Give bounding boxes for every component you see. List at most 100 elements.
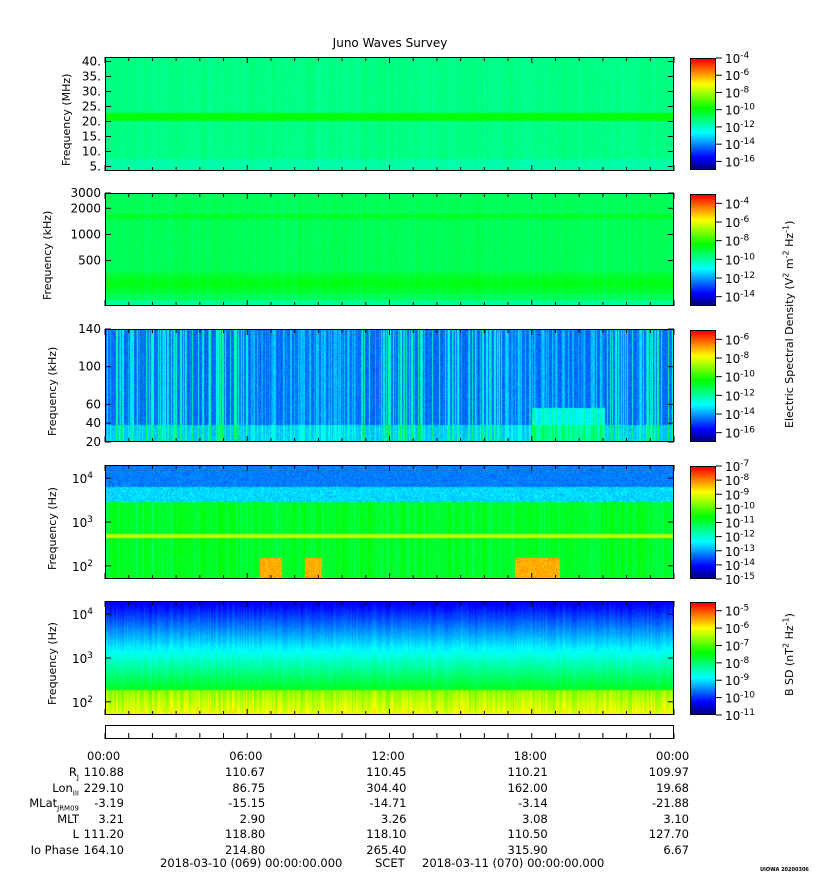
colorbar-tick-label: 10-9 [725, 673, 750, 688]
ephemeris-value: 164.10 [83, 842, 124, 857]
colorbar-tick-label: 10-10 [725, 252, 755, 267]
y-tick-label: 25. [82, 100, 101, 114]
ephemeris-value: 229.10 [83, 780, 124, 795]
ephemeris-label: LonIII [52, 780, 79, 797]
ephemeris-label: MLT [57, 811, 79, 826]
ephemeris-value: -14.71 [369, 796, 407, 810]
colorbar-tick-label: 10-9 [725, 487, 750, 502]
colorbar-tick-label: 10-10 [725, 691, 755, 706]
y-tick-label: 104 [72, 607, 93, 622]
colorbar-tick-label: 10-14 [725, 407, 755, 422]
colorbar-label-bsd: B SD (nT2 Hz-1) [781, 613, 796, 696]
credit: UIOWA 20200306 [760, 867, 809, 873]
heatmap-panel-3 [105, 329, 674, 442]
y-tick-label: 20 [86, 435, 101, 449]
ephemeris-value: 110.50 [507, 827, 548, 841]
time-label: 00:00 [87, 749, 121, 763]
footer-start: 2018-03-10 (069) 00:00:00.000 [160, 856, 343, 870]
colorbar-tick-label: 10-6 [725, 332, 750, 347]
colorbar-tick-label: 10-10 [725, 501, 755, 516]
ephemeris-value: 118.80 [225, 827, 266, 841]
ephemeris-value: 162.00 [507, 780, 548, 795]
ephemeris-value: 304.40 [366, 780, 407, 795]
colorbar-gradient [691, 331, 715, 441]
footer-scet: SCET [375, 856, 405, 870]
colorbar-tick-label: 10-12 [725, 530, 755, 545]
colorbar-tick-label: 10-8 [725, 85, 750, 100]
y-tick-label: 15. [82, 130, 101, 144]
colorbar-tick-label: 10-6 [725, 68, 750, 83]
y-tick-label: 10. [82, 145, 101, 159]
colorbar-3 [690, 330, 716, 442]
y-tick-label: 104 [72, 471, 93, 486]
colorbar-label-bsd-text: B SD (nT2 Hz-1) [781, 613, 796, 696]
ephemeris-value: 127.70 [648, 827, 689, 841]
ephemeris-label: RJ [68, 765, 79, 782]
colorbar-tick-label: 10-14 [725, 137, 755, 152]
colorbar-tick-label: 10-11 [725, 708, 755, 723]
ephemeris-value: 3.26 [380, 811, 407, 826]
colorbar-tick-label: 10-14 [725, 558, 755, 573]
time-label: 06:00 [229, 749, 263, 763]
colorbar-tick-label: 10-8 [725, 234, 750, 249]
colorbar-tick-label: 10-6 [725, 215, 750, 230]
ephemeris-label: L [72, 827, 79, 841]
ephemeris-value: 86.75 [232, 780, 266, 795]
colorbar-2 [690, 194, 716, 306]
colorbar-tick-label: 10-12 [725, 271, 755, 286]
footer-end: 2018-03-11 (070) 00:00:00.000 [422, 856, 605, 870]
colorbar-gradient [691, 59, 715, 169]
ephemeris-value: -3.19 [94, 796, 124, 810]
colorbar-label-electric-text: Electric Spectral Density (V2 m-2 Hz-1) [781, 220, 796, 428]
y-tick-label: 1000 [70, 227, 101, 241]
ephemeris-value: -15.15 [228, 796, 266, 810]
colorbar-tick-label: 10-7 [725, 459, 749, 474]
colorbar-1 [690, 58, 716, 170]
ephemeris-value: 6.67 [663, 842, 689, 857]
colorbar-tick-label: 10-6 [725, 621, 750, 636]
heatmap-panel-1 [105, 57, 674, 171]
y-tick-label: 102 [72, 559, 93, 574]
y-axis-label-4: Frequency (Hz) [46, 487, 59, 570]
colorbar-tick-label: 10-4 [725, 51, 750, 66]
ephemeris-value: 3.21 [98, 811, 124, 826]
ephemeris-label: Io Phase [30, 842, 79, 857]
y-tick-label: 5. [90, 160, 101, 174]
ephemeris-value: -21.88 [651, 796, 689, 810]
time-label: 12:00 [371, 749, 405, 763]
ephemeris-value: 2.90 [239, 811, 266, 826]
ephemeris-label: MLatJRM09 [29, 796, 79, 813]
ephemeris-value: 3.08 [522, 811, 548, 826]
y-tick-label: 100 [78, 360, 101, 374]
colorbar-tick-label: 10-13 [725, 544, 755, 559]
colorbar-tick-label: 10-12 [725, 120, 755, 135]
colorbar-gradient [691, 603, 715, 714]
colorbar-tick-label: 10-14 [725, 290, 755, 305]
heatmap-panel-5 [105, 601, 674, 715]
colorbar-tick-label: 10-10 [725, 370, 755, 385]
ephemeris-value: 3.10 [663, 811, 689, 826]
y-tick-label: 40. [82, 55, 101, 69]
colorbar-4 [690, 466, 716, 579]
y-axis-label-2: Frequency (kHz) [41, 210, 54, 300]
ephemeris-value: 214.80 [225, 842, 266, 857]
time-label: 00:00 [656, 749, 690, 763]
colorbar-tick-label: 10-10 [725, 103, 755, 118]
colorbar-tick-label: 10-4 [725, 196, 750, 211]
colorbar-tick-label: 10-15 [725, 572, 755, 587]
y-axis-label-5: Frequency (Hz) [46, 622, 59, 705]
y-tick-label: 35. [82, 70, 101, 84]
y-tick-label: 3000 [70, 186, 101, 200]
ephemeris-value: 110.88 [83, 765, 124, 779]
y-tick-label: 140 [78, 322, 101, 336]
ephemeris-value: 110.21 [507, 765, 548, 779]
colorbar-gradient [691, 467, 715, 578]
ephemeris-value: -3.14 [517, 796, 548, 810]
y-tick-label: 2000 [70, 201, 101, 215]
time-label: 18:00 [513, 749, 547, 763]
y-tick-label: 20. [82, 115, 101, 129]
y-tick-label: 103 [72, 651, 93, 666]
colorbar-label-electric: Electric Spectral Density (V2 m-2 Hz-1) [781, 221, 796, 428]
colorbar-tick-label: 10-16 [725, 154, 755, 169]
